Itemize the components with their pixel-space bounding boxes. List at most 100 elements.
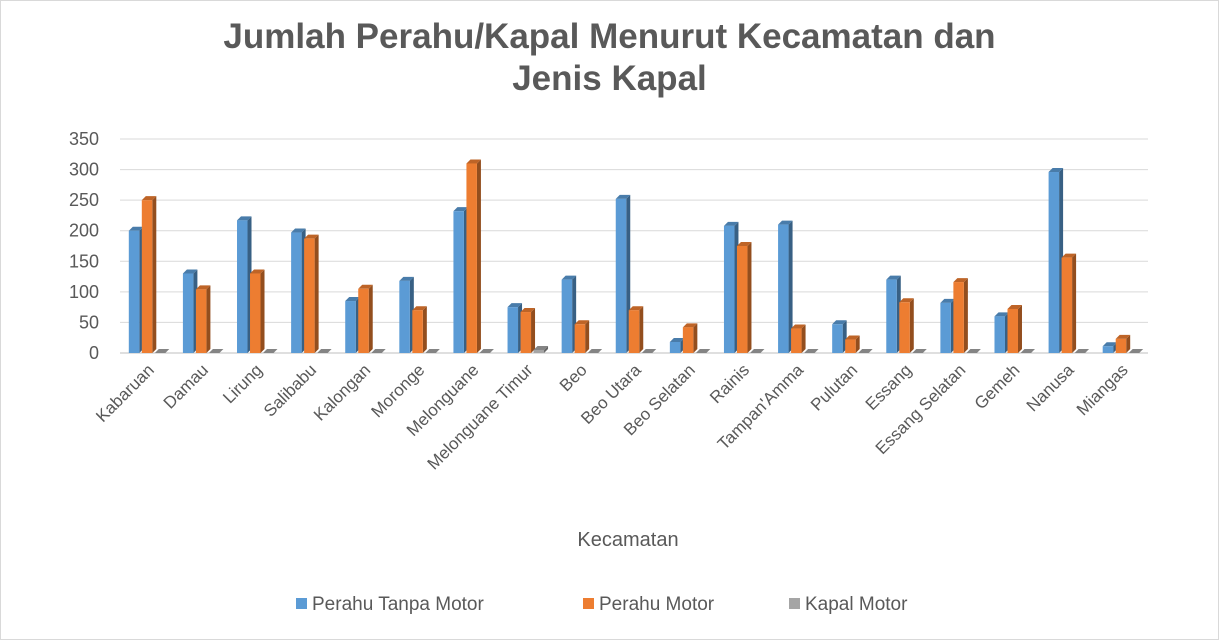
y-tick-label: 300 — [69, 160, 99, 180]
bar-kapal-motor — [1020, 349, 1035, 353]
bar-kapal-motor — [912, 349, 927, 353]
bar-side — [963, 278, 968, 353]
bar-top — [749, 349, 765, 353]
bar-perahu-tanpa-motor — [1048, 168, 1064, 353]
bar-perahu-motor — [682, 323, 698, 353]
bar-perahu-tanpa-motor — [399, 276, 414, 353]
bar-top — [466, 159, 481, 164]
bar-side — [422, 306, 427, 353]
bar-front — [574, 324, 586, 353]
y-tick-label: 200 — [69, 221, 99, 241]
bar-perahu-tanpa-motor — [128, 226, 144, 353]
bar-top — [845, 335, 860, 340]
y-tick-label: 0 — [89, 343, 99, 363]
bar-perahu-motor — [141, 196, 157, 353]
bar-side — [544, 345, 549, 353]
bar-top — [695, 349, 711, 353]
bar-front — [533, 349, 545, 353]
bar-kapal-motor — [208, 349, 224, 353]
bar-perahu-motor — [304, 234, 319, 353]
bar-top — [561, 275, 577, 280]
bar-top — [1061, 253, 1077, 258]
bar-top — [304, 234, 319, 239]
bar-perahu-tanpa-motor — [940, 298, 955, 353]
bar-side — [909, 298, 914, 353]
bar-kapal-motor — [371, 349, 386, 353]
bar-front — [886, 279, 897, 353]
x-category-label: Pulutan — [807, 360, 861, 414]
legend-swatch — [583, 598, 594, 609]
bar-kapal-motor — [1128, 349, 1144, 353]
bar-kapal-motor — [804, 349, 819, 353]
bar-front — [832, 324, 843, 353]
x-category-label: Kalongan — [310, 360, 374, 424]
bar-side — [476, 159, 481, 353]
bar-side — [693, 323, 698, 353]
x-axis-title: Kecamatan — [577, 529, 678, 551]
bar-side — [1017, 304, 1022, 353]
bar-top — [832, 320, 847, 325]
bar-front — [507, 307, 519, 353]
bar-top — [141, 196, 157, 201]
bar-kapal-motor — [317, 349, 332, 353]
bar-front — [1115, 338, 1127, 353]
chart-title-line-2: Jenis Kapal — [512, 59, 707, 98]
bar-perahu-motor — [791, 324, 806, 353]
bar-top — [237, 216, 252, 221]
bar-side — [260, 269, 265, 353]
bar-kapal-motor — [263, 349, 278, 353]
bar-front — [412, 310, 423, 353]
bar-top — [453, 207, 468, 212]
bar-kapal-motor — [858, 349, 873, 353]
bar-front — [1007, 308, 1018, 353]
bar-perahu-tanpa-motor — [723, 221, 739, 353]
bar-front — [628, 310, 640, 353]
bar-top — [1074, 349, 1090, 353]
bar-front — [1061, 257, 1073, 353]
chart-title-line-1: Jumlah Perahu/Kapal Menurut Kecamatan da… — [223, 17, 996, 56]
bar-perahu-motor — [574, 320, 590, 353]
bar-front — [778, 224, 789, 353]
bar-top — [520, 308, 536, 313]
bar-perahu-tanpa-motor — [291, 228, 306, 353]
bar-top — [641, 349, 657, 353]
bar-top — [912, 349, 927, 353]
legend-label: Kapal Motor — [805, 594, 908, 615]
bar-side — [1126, 334, 1131, 353]
bar-kapal-motor — [695, 349, 711, 353]
bar-perahu-tanpa-motor — [453, 207, 468, 353]
bar-perahu-tanpa-motor — [1102, 342, 1118, 353]
bar-top — [858, 349, 873, 353]
bar-perahu-tanpa-motor — [237, 216, 252, 353]
bar-top — [412, 306, 427, 311]
bar-kapal-motor — [479, 349, 494, 353]
bar-front — [682, 327, 694, 353]
bar-front — [182, 273, 194, 353]
bar-series — [128, 159, 1144, 353]
x-category-label: Essang — [862, 360, 916, 414]
bar-top — [994, 312, 1009, 317]
legend-label: Perahu Tanpa Motor — [312, 594, 484, 615]
bar-side — [1072, 253, 1077, 353]
bar-front — [358, 288, 369, 353]
bar-front — [291, 232, 302, 353]
bar-top — [425, 349, 440, 353]
bar-top — [804, 349, 819, 353]
y-axis-tick-labels: 0 50 100 150 200 250 300 350 — [69, 129, 99, 363]
bar-top — [507, 303, 523, 308]
legend: Perahu Tanpa Motor Perahu Motor Kapal Moto… — [296, 594, 908, 615]
bar-front — [195, 289, 207, 353]
bar-front — [561, 279, 573, 353]
bar-front — [345, 301, 356, 353]
bar-perahu-tanpa-motor — [778, 220, 793, 353]
bar-top — [1102, 342, 1118, 347]
y-tick-label: 150 — [69, 251, 99, 271]
bar-kapal-motor — [641, 349, 657, 353]
x-category-label: Melonguane Timur — [424, 360, 537, 473]
bar-perahu-tanpa-motor — [832, 320, 847, 353]
bar-perahu-motor — [1007, 304, 1022, 353]
x-category-label: Gemeh — [971, 360, 1024, 413]
bar-top — [966, 349, 981, 353]
bar-front — [466, 163, 477, 353]
bar-front — [1102, 346, 1114, 353]
